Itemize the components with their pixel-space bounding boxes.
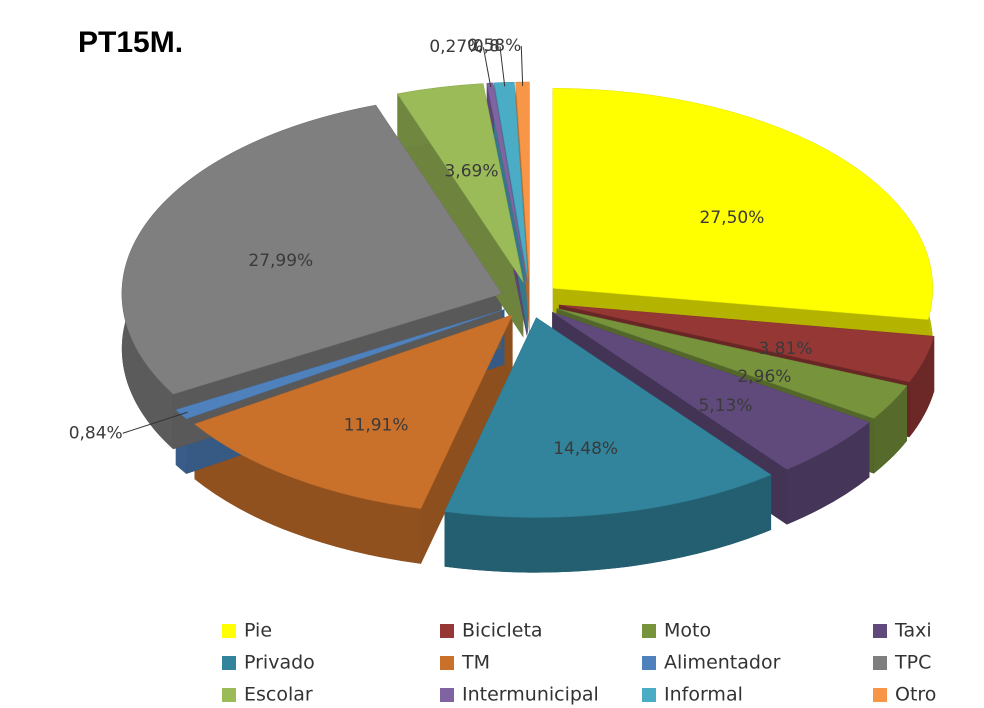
data-label: 3,81% [758,339,812,359]
data-label: 2,96% [737,367,791,387]
legend-label: Privado [244,652,315,674]
chart-title: PT15M. [78,26,183,59]
slice [121,104,503,395]
slice-rim [909,336,935,438]
legend-swatch [642,688,656,702]
legend-label: Bicicleta [462,620,543,642]
legend-label: TM [461,652,490,674]
slice [556,308,908,419]
legend-label: Pie [244,620,272,642]
slice [551,311,870,470]
legend-swatch [873,624,887,638]
data-label: 3,69% [444,161,498,181]
data-label: 27,50% [700,208,765,228]
data-label: 5,13% [698,396,752,416]
data-label: 11,91% [344,416,409,436]
legend-label: Moto [664,620,711,642]
leader-line [499,46,506,87]
legend-label: Informal [664,684,743,706]
legend-label: Alimentador [664,652,781,674]
slice [552,88,934,320]
legend-swatch [222,656,236,670]
slice [558,304,935,383]
legend-swatch [222,624,236,638]
data-label: 0,8 [473,37,500,57]
legend-label: Escolar [244,684,313,706]
data-label: 14,48% [553,439,618,459]
legend-swatch [222,688,236,702]
legend-swatch [440,624,454,638]
slice [396,83,524,283]
legend-swatch [642,656,656,670]
pie-tops [121,81,935,518]
slice-rim [873,385,908,474]
data-label: 0,84% [69,423,123,443]
data-label: 0,58% [467,36,521,56]
slice-edge [552,88,929,375]
legend-swatch [440,656,454,670]
data-label: 0,27% [429,37,483,57]
legend-label: TPC [894,652,931,674]
legend-label: Otro [895,684,936,706]
leader-line [482,47,492,88]
legend-swatch [873,656,887,670]
legend-swatch [440,688,454,702]
slice [444,317,772,518]
legend-swatch [642,624,656,638]
legend-swatch [873,688,887,702]
slice-rim [444,474,772,573]
slice-rim [194,424,421,564]
leader-line [520,46,524,87]
leader-line [122,411,188,434]
data-label: 27,99% [248,251,313,271]
legend-label: Taxi [894,620,932,642]
slice [193,314,514,510]
slice-rim [786,422,870,525]
legend-label: Intermunicipal [462,684,599,706]
